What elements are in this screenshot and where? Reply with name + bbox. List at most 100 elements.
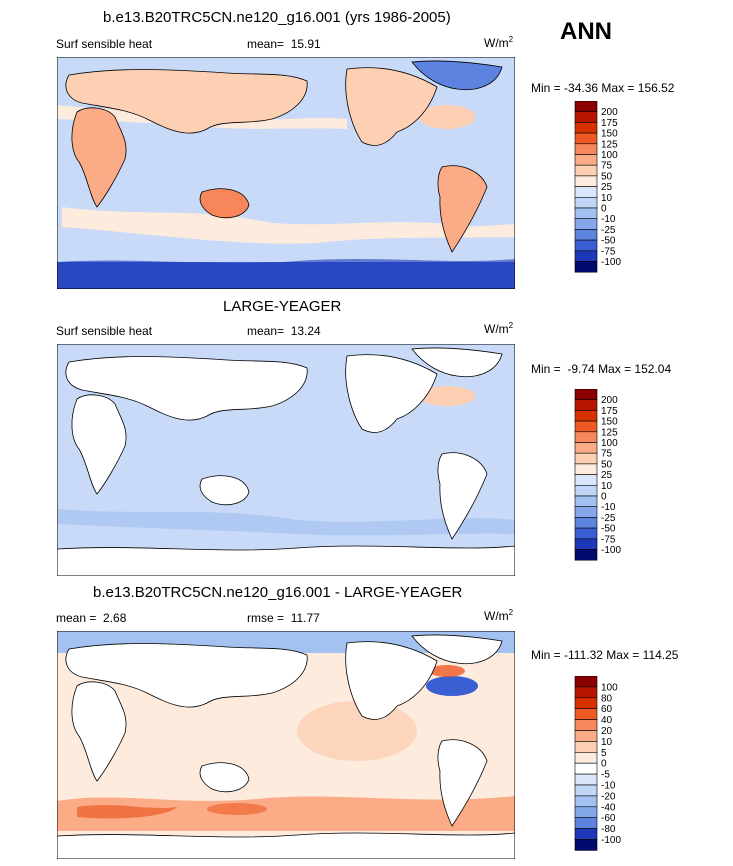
colorbar-swatch xyxy=(574,795,598,808)
colorbar-tick-label: -10 xyxy=(601,214,616,225)
colorbar-swatch xyxy=(574,828,598,840)
panel3-land xyxy=(57,634,515,859)
colorbar-swatch xyxy=(574,538,598,550)
colorbar-swatch xyxy=(574,239,598,252)
colorbar-swatch xyxy=(574,817,598,829)
colorbar-swatch xyxy=(574,495,598,507)
colorbar-tick-label: -25 xyxy=(601,225,616,236)
colorbar-swatch xyxy=(574,762,598,775)
colorbar-tick-label: 200 xyxy=(601,395,618,406)
colorbar-tick-label: 100 xyxy=(601,438,618,449)
colorbar-swatch xyxy=(574,410,598,422)
colorbar-tick-label: 25 xyxy=(601,182,613,193)
colorbar-swatch xyxy=(574,218,598,230)
colorbar-tick-label: 75 xyxy=(601,161,613,172)
panel1-mean: mean= 15.91 xyxy=(247,37,321,51)
colorbar-swatch xyxy=(574,164,598,177)
panel2-variable-label: Surf sensible heat xyxy=(56,324,153,338)
colorbar-swatch xyxy=(574,741,598,753)
colorbar-tick-label: -100 xyxy=(601,545,621,556)
colorbar-tick-label: 100 xyxy=(601,682,618,693)
colorbar-swatch xyxy=(574,463,598,475)
colorbar-swatch xyxy=(574,752,598,764)
colorbar-tick-label: -25 xyxy=(601,513,616,524)
colorbar-tick-label: 175 xyxy=(601,118,618,129)
panel2-title: LARGE-YEAGER xyxy=(223,298,342,315)
colorbar-swatch xyxy=(574,527,598,540)
colorbar-tick-label: 125 xyxy=(601,139,618,150)
colorbar-tick-label: 50 xyxy=(601,171,613,182)
colorbar-tick-label: -75 xyxy=(601,534,616,545)
panel2-map xyxy=(57,344,515,576)
colorbar-swatch xyxy=(574,250,598,262)
colorbar-swatch xyxy=(574,420,598,433)
panel1-title: b.e13.B20TRC5CN.ne120_g16.001 (yrs 1986-… xyxy=(103,9,451,26)
panel1-variable-label: Surf sensible heat xyxy=(56,37,153,51)
colorbar-swatch xyxy=(574,485,598,497)
colorbar-swatch xyxy=(574,229,598,241)
panel2-mean: mean= 13.24 xyxy=(247,324,321,338)
colorbar-swatch xyxy=(574,154,598,166)
colorbar-swatch xyxy=(574,474,598,486)
colorbar-tick-label: 80 xyxy=(601,693,613,704)
colorbar-tick-label: -50 xyxy=(601,236,616,247)
colorbar-swatch xyxy=(574,719,598,731)
colorbar-swatch xyxy=(574,686,598,699)
colorbar-tick-label: 25 xyxy=(601,470,613,481)
colorbar-swatch xyxy=(574,506,598,518)
colorbar-tick-label: -75 xyxy=(601,246,616,257)
colorbar-swatch xyxy=(574,773,598,786)
colorbar-swatch xyxy=(574,143,598,155)
colorbar-tick-label: -10 xyxy=(601,502,616,513)
colorbar-swatch xyxy=(574,839,598,851)
colorbar-tick-label: 150 xyxy=(601,129,618,140)
colorbar-tick-label: -60 xyxy=(601,813,616,824)
colorbar-swatch xyxy=(574,452,598,465)
colorbar-tick-label: 0 xyxy=(601,492,607,503)
colorbar-tick-label: 100 xyxy=(601,150,618,161)
colorbar-tick-label: -100 xyxy=(601,835,621,846)
colorbar-tick-label: 60 xyxy=(601,704,613,715)
colorbar-swatch xyxy=(574,730,598,742)
colorbar-swatch xyxy=(574,389,598,400)
colorbar-swatch xyxy=(574,431,598,443)
colorbar-swatch xyxy=(574,261,598,273)
panel3-map xyxy=(57,631,515,859)
colorbar-tick-label: -5 xyxy=(601,770,610,781)
colorbar-swatch xyxy=(574,806,598,819)
colorbar-swatch xyxy=(574,207,598,219)
colorbar-tick-label: 10 xyxy=(601,481,613,492)
colorbar-tick-label: 150 xyxy=(601,417,618,428)
colorbar-tick-label: 50 xyxy=(601,459,613,470)
colorbar-tick-label: 125 xyxy=(601,427,618,438)
colorbar-tick-label: 10 xyxy=(601,737,613,748)
colorbar-swatch xyxy=(574,175,598,187)
colorbar-tick-label: -50 xyxy=(601,524,616,535)
colorbar-swatch xyxy=(574,122,598,134)
colorbar-swatch xyxy=(574,784,598,797)
colorbar-swatch xyxy=(574,676,598,688)
colorbar-tick-label: 5 xyxy=(601,748,607,759)
colorbar-swatch xyxy=(574,442,598,454)
colorbar-swatch xyxy=(574,517,598,529)
panel1-units: W/m2 xyxy=(484,35,514,50)
colorbar-tick-label: -40 xyxy=(601,802,616,813)
colorbar-tick-label: -20 xyxy=(601,791,616,802)
colorbar-tick-label: 175 xyxy=(601,406,618,417)
colorbar-swatch xyxy=(574,697,598,709)
panel2-units: W/m2 xyxy=(484,321,514,336)
colorbar-tick-label: 40 xyxy=(601,715,613,726)
colorbar-swatch xyxy=(574,399,598,411)
panel2-minmax: Min = -9.74 Max = 152.04 xyxy=(531,362,672,376)
colorbar-swatch xyxy=(574,186,598,198)
panel1-map xyxy=(57,57,515,289)
colorbar-tick-label: -100 xyxy=(601,257,621,268)
colorbar-swatch xyxy=(574,708,598,720)
panel3-units: W/m2 xyxy=(484,608,514,623)
colorbar-tick-label: 10 xyxy=(601,193,613,204)
colorbar-tick-label: -80 xyxy=(601,824,616,835)
panel3-rmse: rmse = 11.77 xyxy=(247,611,320,625)
